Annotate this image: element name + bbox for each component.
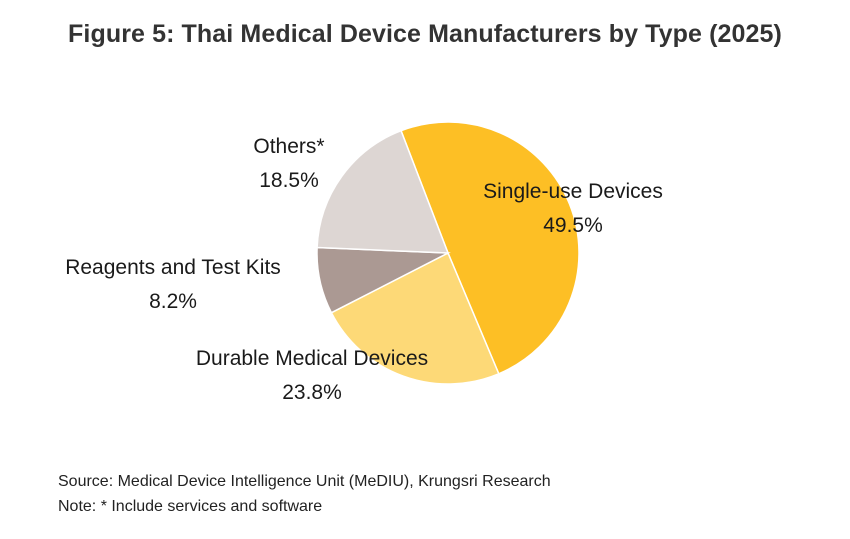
pie-slice-durable [330, 251, 500, 385]
slice-value-single-use: 49.5% [543, 214, 603, 237]
slice-value-durable: 23.8% [282, 381, 342, 404]
slice-label-reagents: Reagents and Test Kits [65, 256, 281, 279]
source-note: Source: Medical Device Intelligence Unit… [58, 473, 551, 490]
pie-slice-others [316, 129, 450, 254]
slice-label-durable: Durable Medical Devices [196, 347, 428, 370]
pie-slices [316, 121, 580, 385]
chart-title: Figure 5: Thai Medical Device Manufactur… [68, 20, 782, 48]
slice-value-reagents: 8.2% [149, 290, 197, 313]
pie-slice-single-use [400, 121, 580, 375]
pie-labels: Single-use Devices 49.5% Durable Medical D… [65, 135, 663, 404]
slice-label-others: Others* [253, 135, 324, 158]
slice-label-single-use: Single-use Devices [483, 180, 663, 203]
footnote: Note: * Include services and software [58, 498, 323, 515]
slice-value-others: 18.5% [259, 169, 319, 192]
